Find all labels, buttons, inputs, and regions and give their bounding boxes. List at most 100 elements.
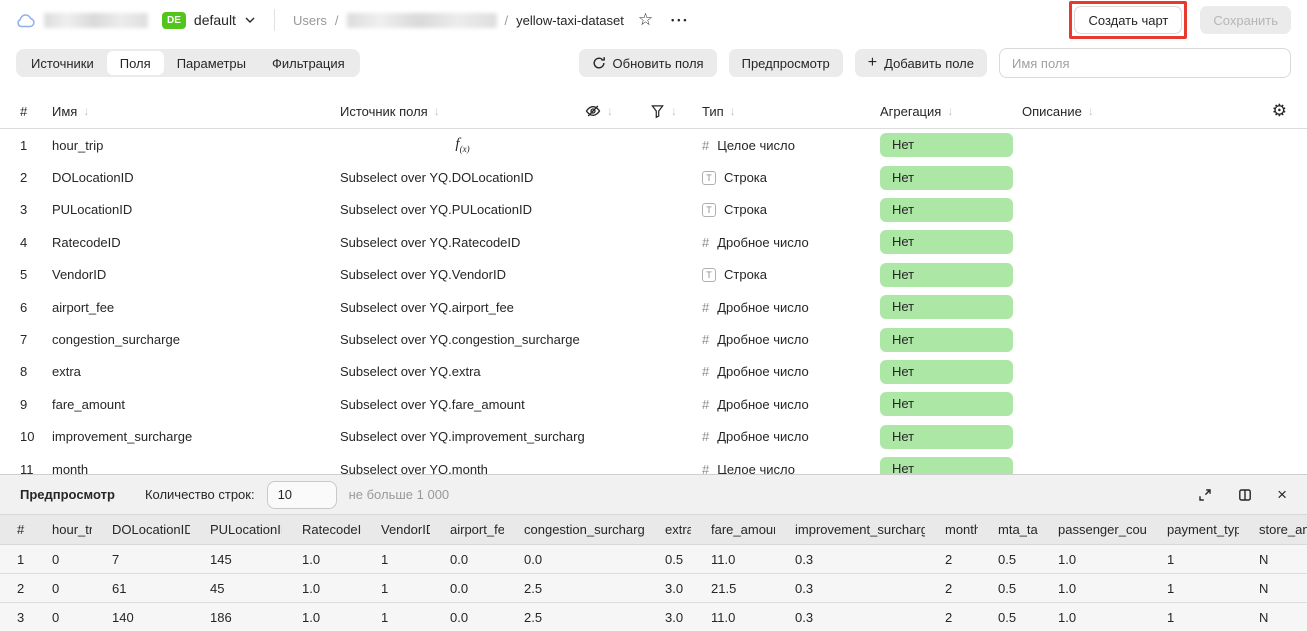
field-aggregation-cell: Нет <box>880 359 1022 384</box>
field-type-label: Строка <box>724 267 768 283</box>
tab-fields[interactable]: Поля <box>106 51 164 75</box>
field-type[interactable]: # Дробное число <box>702 397 880 412</box>
row-count-input[interactable] <box>266 480 337 509</box>
env-selector[interactable]: default <box>193 12 236 28</box>
field-row[interactable]: 6 airport_fee Subselect over YQ.airport_fe… <box>0 291 1307 323</box>
aggregation-select[interactable]: Нет <box>880 262 1013 287</box>
field-row[interactable]: 8 extra Subselect over YQ.extra # Дробное чи… <box>0 356 1307 388</box>
field-row[interactable]: 9 fare_amount Subselect over YQ.fare_amoun… <box>0 388 1307 420</box>
preview-cell: 2 <box>925 544 978 574</box>
field-row[interactable]: 4 RatecodeID Subselect over YQ.RatecodeID #… <box>0 226 1307 258</box>
aggregation-select[interactable]: Нет <box>880 295 1013 320</box>
field-row[interactable]: 1 hour_trip f(x) # Целое число Нет <box>0 129 1307 161</box>
add-field-button[interactable]: + Добавить поле <box>854 49 987 77</box>
preview-cell: 21.5 <box>691 573 775 603</box>
field-name[interactable]: extra <box>52 364 81 380</box>
column-header-name[interactable]: Имя ↓ <box>52 104 340 119</box>
table-settings-gear-icon[interactable]: ⚙ <box>1271 101 1287 120</box>
preview-cell: 1 <box>361 573 430 603</box>
preview-row: 1 0 7 145 1.0 1 0.0 0.0 0.5 11.0 0.3 2 0.5 1.0 1 N <box>0 544 1307 574</box>
field-aggregation-cell: Нет <box>880 295 1022 320</box>
preview-cell: 1.0 <box>282 573 361 603</box>
field-type[interactable]: # Дробное число <box>702 364 880 379</box>
preview-cell: N <box>1239 602 1307 631</box>
field-index: 6 <box>20 299 28 315</box>
column-header-type[interactable]: Тип ↓ <box>702 104 880 119</box>
preview-cell: 0.0 <box>430 573 504 603</box>
field-source: f(x) <box>340 136 585 154</box>
column-header-description[interactable]: Описание ↓ <box>1022 104 1251 119</box>
save-button[interactable]: Сохранить <box>1200 6 1291 34</box>
field-name[interactable]: PULocationID <box>52 202 133 218</box>
tab-filtration[interactable]: Фильтрация <box>272 55 345 71</box>
preview-cell: 0 <box>32 573 92 603</box>
sort-arrow-icon: ↓ <box>83 104 90 118</box>
field-name[interactable]: fare_amount <box>52 396 125 412</box>
field-name[interactable]: VendorID <box>52 267 107 283</box>
field-type[interactable]: # Целое число <box>702 138 880 153</box>
preview-column-header: fare_amount <box>691 514 775 545</box>
field-name-search-input[interactable] <box>999 48 1291 78</box>
preview-cell: 11.0 <box>691 544 775 574</box>
preview-toggle-button[interactable]: Предпросмотр <box>728 49 843 77</box>
field-name[interactable]: month <box>52 461 89 477</box>
aggregation-select[interactable]: Нет <box>880 133 1013 158</box>
create-chart-button[interactable]: Создать чарт <box>1074 6 1183 34</box>
aggregation-select[interactable]: Нет <box>880 197 1013 222</box>
field-index: 11 <box>20 461 34 477</box>
preview-cell: 0.5 <box>645 544 691 574</box>
integer-type-icon: # <box>702 461 710 477</box>
float-type-icon: # <box>702 299 710 315</box>
tab-sources[interactable]: Источники <box>31 55 94 71</box>
field-name[interactable]: congestion_surcharge <box>52 332 180 348</box>
chevron-down-icon[interactable] <box>244 16 256 24</box>
field-type[interactable]: T Строка <box>702 267 880 282</box>
column-header-hidden[interactable]: ↓ <box>585 103 650 119</box>
field-name[interactable]: DOLocationID <box>52 170 134 186</box>
column-header-filter[interactable]: ↓ <box>650 104 702 119</box>
refresh-fields-button[interactable]: Обновить поля <box>578 49 717 77</box>
column-header-description-label: Описание <box>1022 103 1082 119</box>
aggregation-select[interactable]: Нет <box>880 327 1013 352</box>
field-type[interactable]: T Строка <box>702 170 880 185</box>
field-aggregation-cell: Нет <box>880 262 1022 287</box>
field-row[interactable]: 5 VendorID Subselect over YQ.VendorID T Стро… <box>0 259 1307 291</box>
field-name[interactable]: hour_trip <box>52 137 104 153</box>
aggregation-select[interactable]: Нет <box>880 392 1013 417</box>
column-header-source[interactable]: Источник поля ↓ <box>340 104 585 119</box>
tab-parameters[interactable]: Параметры <box>176 55 246 71</box>
preview-cell: 1.0 <box>1038 602 1147 631</box>
aggregation-select[interactable]: Нет <box>880 359 1013 384</box>
expand-preview-icon[interactable] <box>1197 487 1213 503</box>
float-type-icon: # <box>702 332 710 348</box>
preview-cell: 45 <box>190 573 282 603</box>
favorite-star-icon[interactable]: ☆ <box>637 10 654 29</box>
preview-column-header: store_an <box>1239 514 1307 545</box>
field-type[interactable]: T Строка <box>702 202 880 217</box>
aggregation-select[interactable]: Нет <box>880 165 1013 190</box>
split-view-icon[interactable] <box>1237 487 1253 503</box>
field-type[interactable]: # Дробное число <box>702 300 880 315</box>
more-menu-icon[interactable]: ••• <box>671 15 690 25</box>
field-row[interactable]: 7 congestion_surcharge Subselect over YQ.c… <box>0 323 1307 355</box>
field-row[interactable]: 10 improvement_surcharge Subselect over YQ… <box>0 421 1307 453</box>
field-index: 9 <box>20 396 28 412</box>
field-row[interactable]: 2 DOLocationID Subselect over YQ.DOLocatio… <box>0 161 1307 193</box>
field-type[interactable]: # Целое число <box>702 462 880 477</box>
field-name[interactable]: airport_fee <box>52 299 115 315</box>
field-type[interactable]: # Дробное число <box>702 429 880 444</box>
field-type[interactable]: # Дробное число <box>702 235 880 250</box>
aggregation-select[interactable]: Нет <box>880 424 1013 449</box>
aggregation-select[interactable]: Нет <box>880 230 1013 255</box>
field-source: Subselect over YQ.PULocationID <box>340 202 532 218</box>
field-type[interactable]: # Дробное число <box>702 332 880 347</box>
plus-icon: + <box>867 54 878 71</box>
refresh-icon <box>592 56 606 70</box>
breadcrumb-root[interactable]: Users <box>292 12 327 28</box>
field-row[interactable]: 3 PULocationID Subselect over YQ.PULocatio… <box>0 194 1307 226</box>
breadcrumb-current: yellow-taxi-dataset <box>516 12 624 28</box>
field-name[interactable]: improvement_surcharge <box>52 429 193 445</box>
field-name[interactable]: RatecodeID <box>52 234 121 250</box>
close-preview-icon[interactable]: × <box>1277 485 1287 504</box>
column-header-aggregation[interactable]: Агрегация ↓ <box>880 104 1022 119</box>
